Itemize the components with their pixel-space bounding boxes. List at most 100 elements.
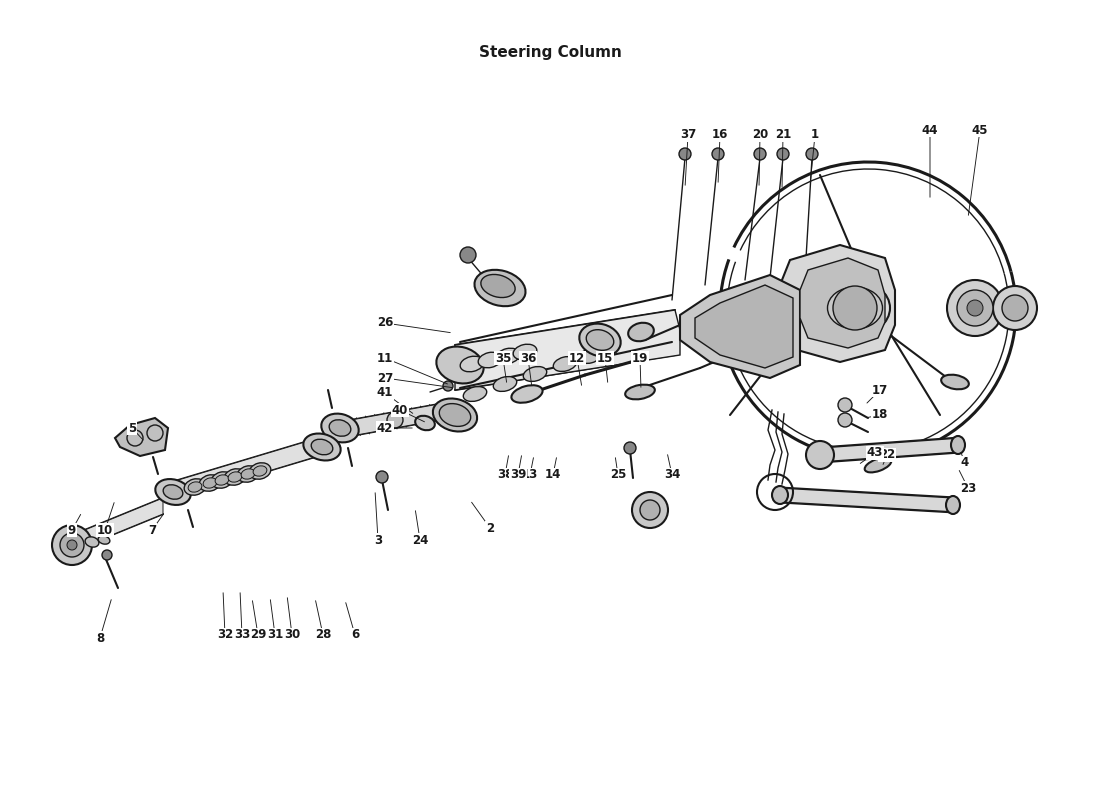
Polygon shape: [680, 275, 800, 378]
Ellipse shape: [228, 472, 242, 482]
Text: 25: 25: [609, 469, 626, 482]
Polygon shape: [780, 488, 955, 512]
Circle shape: [957, 290, 993, 326]
Ellipse shape: [250, 462, 271, 479]
Circle shape: [833, 286, 877, 330]
Text: 44: 44: [922, 123, 938, 137]
Ellipse shape: [241, 469, 255, 479]
Ellipse shape: [433, 398, 477, 431]
Circle shape: [679, 148, 691, 160]
Polygon shape: [175, 436, 324, 499]
Circle shape: [60, 533, 84, 557]
Text: 36: 36: [520, 351, 536, 365]
Text: 8: 8: [96, 631, 104, 645]
Text: 23: 23: [960, 482, 976, 494]
Text: 15: 15: [597, 351, 613, 365]
Circle shape: [640, 500, 660, 520]
Text: 2: 2: [486, 522, 494, 534]
Circle shape: [1002, 295, 1028, 321]
Text: 31: 31: [267, 629, 283, 642]
Ellipse shape: [772, 486, 788, 504]
Polygon shape: [800, 258, 886, 348]
Ellipse shape: [211, 472, 233, 488]
Text: 43: 43: [867, 446, 883, 459]
Text: 32: 32: [217, 629, 233, 642]
Text: 4: 4: [961, 457, 969, 470]
Circle shape: [443, 381, 453, 391]
Ellipse shape: [216, 475, 229, 485]
Ellipse shape: [463, 386, 486, 402]
Ellipse shape: [98, 536, 110, 544]
Polygon shape: [340, 402, 450, 438]
Text: 9: 9: [68, 523, 76, 537]
Text: 14: 14: [544, 469, 561, 482]
Ellipse shape: [199, 474, 221, 491]
Circle shape: [806, 441, 834, 469]
Text: 33: 33: [234, 629, 250, 642]
Text: 42: 42: [377, 422, 393, 434]
Ellipse shape: [628, 322, 653, 342]
Circle shape: [754, 148, 766, 160]
Text: 39: 39: [509, 469, 526, 482]
Circle shape: [460, 247, 476, 263]
Text: 24: 24: [411, 534, 428, 546]
Text: 1: 1: [811, 129, 819, 142]
Ellipse shape: [439, 403, 471, 426]
Ellipse shape: [304, 434, 341, 461]
Ellipse shape: [163, 485, 183, 499]
Text: 20: 20: [752, 129, 768, 142]
Ellipse shape: [253, 466, 267, 476]
Text: 28: 28: [315, 629, 331, 642]
Ellipse shape: [311, 439, 333, 454]
Circle shape: [387, 412, 403, 428]
Text: 41: 41: [377, 386, 393, 399]
Circle shape: [947, 280, 1003, 336]
Circle shape: [376, 471, 388, 483]
Circle shape: [712, 148, 724, 160]
Ellipse shape: [827, 287, 882, 329]
Circle shape: [993, 286, 1037, 330]
Ellipse shape: [493, 377, 517, 391]
Circle shape: [624, 442, 636, 454]
Ellipse shape: [580, 324, 620, 356]
Ellipse shape: [321, 414, 359, 442]
Text: 40: 40: [392, 403, 408, 417]
Text: 21: 21: [774, 129, 791, 142]
Text: 30: 30: [284, 629, 300, 642]
Ellipse shape: [553, 357, 576, 371]
Ellipse shape: [238, 466, 258, 482]
Polygon shape: [116, 418, 168, 456]
Text: 11: 11: [377, 351, 393, 365]
Circle shape: [52, 525, 92, 565]
Ellipse shape: [942, 374, 969, 390]
Text: 19: 19: [631, 351, 648, 365]
Circle shape: [102, 550, 112, 560]
Text: 22: 22: [879, 449, 895, 462]
Ellipse shape: [224, 469, 245, 486]
Text: 17: 17: [872, 383, 888, 397]
Text: 45: 45: [971, 123, 988, 137]
Ellipse shape: [474, 270, 526, 306]
Ellipse shape: [184, 478, 206, 495]
Text: 35: 35: [495, 351, 512, 365]
Ellipse shape: [204, 478, 217, 488]
Ellipse shape: [946, 496, 960, 514]
Ellipse shape: [188, 482, 202, 492]
Ellipse shape: [625, 385, 654, 399]
Text: 38: 38: [497, 469, 514, 482]
Polygon shape: [820, 438, 960, 462]
Ellipse shape: [524, 366, 547, 382]
Ellipse shape: [329, 420, 351, 436]
Polygon shape: [778, 245, 895, 362]
Ellipse shape: [481, 274, 515, 298]
Text: 16: 16: [712, 129, 728, 142]
Ellipse shape: [586, 330, 614, 350]
Text: Steering Column: Steering Column: [478, 45, 622, 59]
Text: 10: 10: [97, 523, 113, 537]
Text: 29: 29: [250, 629, 266, 642]
Text: 27: 27: [377, 371, 393, 385]
Circle shape: [67, 540, 77, 550]
Text: 18: 18: [872, 409, 888, 422]
Circle shape: [777, 148, 789, 160]
Ellipse shape: [85, 537, 99, 547]
